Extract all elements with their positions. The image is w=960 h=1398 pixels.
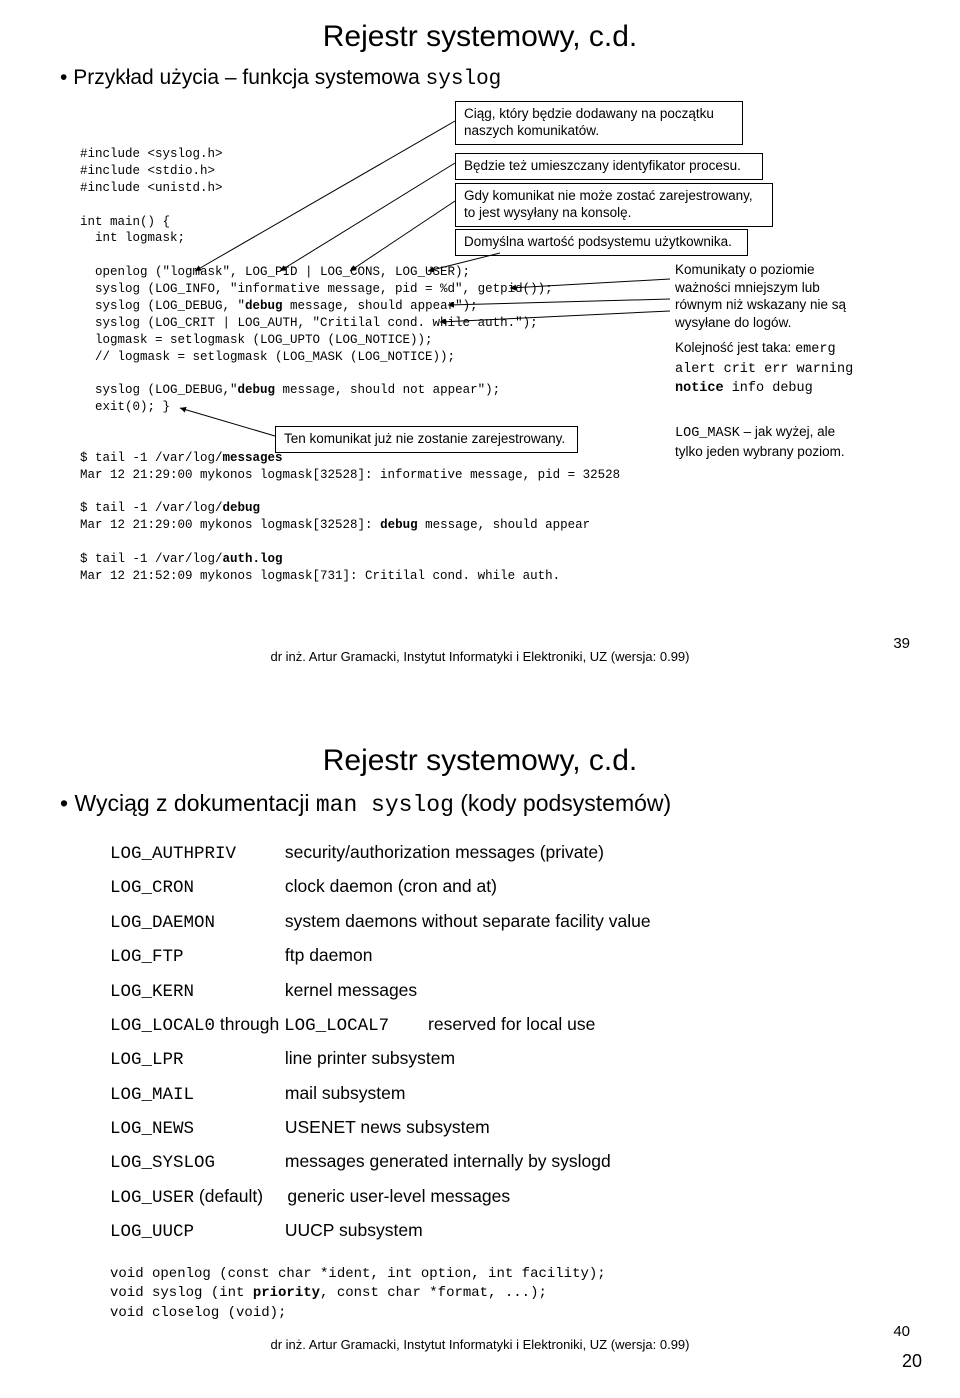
slide-2: Rejestr systemowy, c.d. Wyciąg z dokumen… bbox=[0, 694, 960, 1382]
facility-row: LOG_DAEMON system daemons without separa… bbox=[110, 905, 910, 939]
callout-prefix: Ciąg, który będzie dodawany na początku … bbox=[455, 101, 743, 145]
side-order-pre: Kolejność jest taka: bbox=[675, 340, 795, 355]
side-l2: ważności mniejszym lub bbox=[675, 280, 820, 295]
sheet-page-number: 20 bbox=[902, 1351, 922, 1372]
callout-prefix-text: Ciąg, który będzie dodawany na początku … bbox=[464, 106, 714, 138]
slide2-footer: dr inż. Artur Gramacki, Instytut Informa… bbox=[50, 1337, 910, 1352]
facility-row: LOG_CRON clock daemon (cron and at) bbox=[110, 870, 910, 904]
side-order-notice: notice bbox=[675, 381, 724, 396]
slide1-body: Ciąg, który będzie dodawany na początku … bbox=[50, 101, 910, 641]
side-l4: wysyłane do logów. bbox=[675, 315, 791, 330]
bullet2-post: (kody podsystemów) bbox=[454, 790, 671, 816]
side-logmask-k: LOG_MASK bbox=[675, 426, 740, 441]
bullet-text: Przykład użycia – funkcja systemowa bbox=[73, 66, 425, 89]
slide1-bullet: Przykład użycia – funkcja systemowa sysl… bbox=[60, 66, 910, 91]
slide1-footer: dr inż. Artur Gramacki, Instytut Informa… bbox=[50, 649, 910, 664]
facility-row: LOG_KERN kernel messages bbox=[110, 974, 910, 1008]
side-l1: Komunikaty o poziomie bbox=[675, 262, 815, 277]
prototypes: void openlog (const char *ident, int opt… bbox=[110, 1265, 910, 1324]
bullet-code: syslog bbox=[426, 68, 502, 91]
side-order: Kolejność jest taka: emerg alert crit er… bbox=[675, 339, 865, 398]
bullet2-code: man syslog bbox=[316, 792, 454, 818]
facility-list: LOG_AUTHPRIV security/authorization mess… bbox=[110, 836, 910, 1249]
slide1-title: Rejestr systemowy, c.d. bbox=[50, 20, 910, 54]
side-priority: Komunikaty o poziomie ważności mniejszym… bbox=[675, 261, 865, 331]
slide2-title: Rejestr systemowy, c.d. bbox=[50, 744, 910, 778]
facility-row: LOG_AUTHPRIV security/authorization mess… bbox=[110, 836, 910, 870]
slide-1: Rejestr systemowy, c.d. Przykład użycia … bbox=[0, 0, 960, 694]
facility-row: LOG_NEWS USENET news subsystem bbox=[110, 1111, 910, 1145]
side-logmask: LOG_MASK – jak wyżej, ale tylko jeden wy… bbox=[675, 423, 865, 460]
facility-row: LOG_UUCP UUCP subsystem bbox=[110, 1214, 910, 1248]
slide2-bullet: Wyciąg z dokumentacji man syslog (kody p… bbox=[60, 790, 910, 818]
side-order-codes2: info debug bbox=[724, 381, 813, 396]
code-block: #include <syslog.h> #include <stdio.h> #… bbox=[80, 146, 620, 585]
facility-row-local: LOG_LOCAL0 through LOG_LOCAL7 reserved f… bbox=[110, 1008, 910, 1042]
facility-row: LOG_SYSLOG messages generated internally… bbox=[110, 1145, 910, 1179]
facility-row: LOG_FTP ftp daemon bbox=[110, 939, 910, 973]
page-num-1: 39 bbox=[893, 635, 910, 652]
bullet2-pre: Wyciąg z dokumentacji bbox=[74, 790, 315, 816]
footer-text-1: dr inż. Artur Gramacki, Instytut Informa… bbox=[270, 649, 689, 664]
side-l3: równym niż wskazany nie są bbox=[675, 297, 846, 312]
facility-row: LOG_LPR line printer subsystem bbox=[110, 1042, 910, 1076]
page-num-2: 40 bbox=[893, 1323, 910, 1340]
facility-row: LOG_MAIL mail subsystem bbox=[110, 1077, 910, 1111]
footer-text-2: dr inż. Artur Gramacki, Instytut Informa… bbox=[270, 1337, 689, 1352]
facility-row-user: LOG_USER (default) generic user-level me… bbox=[110, 1180, 910, 1214]
